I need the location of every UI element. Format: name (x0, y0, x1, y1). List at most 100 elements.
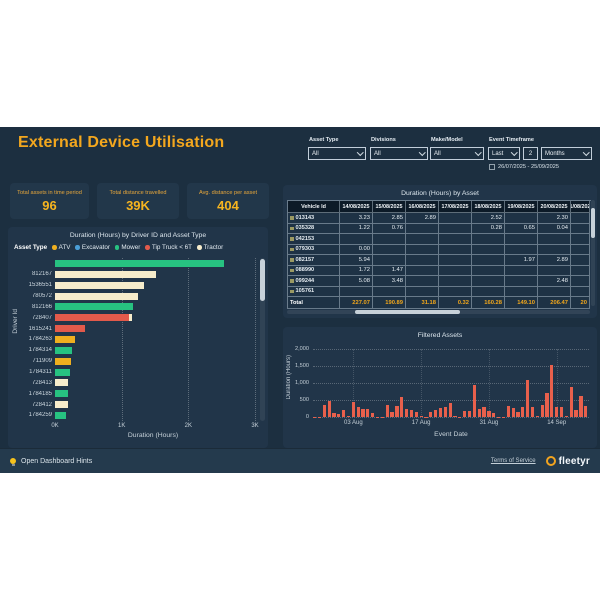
event-date-bar[interactable] (569, 387, 573, 417)
event-date-bar[interactable] (511, 407, 515, 417)
event-date-bar[interactable] (545, 392, 549, 417)
event-date-bar[interactable] (395, 406, 399, 417)
event-date-bar[interactable] (453, 415, 457, 417)
event-date-bar[interactable] (322, 405, 326, 417)
event-date-bar[interactable] (434, 410, 438, 417)
driver-bar-segment[interactable] (55, 270, 157, 278)
event-date-bar[interactable] (405, 409, 409, 417)
event-date-bar[interactable] (385, 405, 389, 417)
asset-type-dropdown[interactable]: All (308, 147, 366, 160)
timeframe-last-dropdown[interactable]: Last (488, 147, 520, 160)
driver-bar-segment[interactable] (55, 314, 130, 322)
driver-bar[interactable] (55, 314, 256, 322)
legend-item-excavator[interactable]: Excavator (75, 244, 110, 251)
driver-bar[interactable] (55, 303, 256, 311)
driver-bar-segment[interactable] (55, 292, 138, 300)
event-date-bar[interactable] (535, 416, 539, 417)
table-row[interactable]: 082157 5.94 1.97 2.89 (288, 255, 591, 266)
event-date-bar[interactable] (419, 415, 423, 417)
driver-bar-segment[interactable] (55, 357, 71, 365)
event-date-bar[interactable] (559, 407, 564, 417)
event-date-bar[interactable] (550, 365, 554, 417)
driver-bar-segment[interactable] (55, 335, 75, 343)
event-date-bar[interactable] (380, 416, 384, 417)
date-range-checkbox[interactable] (489, 164, 495, 170)
driver-bar-segment[interactable] (55, 379, 69, 387)
table-row[interactable]: 079303 0.00 (288, 244, 591, 255)
event-date-bar[interactable] (530, 406, 535, 417)
driver-bar[interactable] (55, 368, 256, 376)
event-date-bar[interactable] (351, 402, 355, 417)
driver-bar-segment[interactable] (55, 325, 85, 333)
event-date-bar[interactable] (564, 416, 568, 417)
driver-bar-segment[interactable] (55, 281, 144, 289)
table-row[interactable]: 035328 1.22 0.76 0.28 0.65 0.04 (288, 223, 591, 234)
event-date-bar[interactable] (332, 412, 336, 417)
terms-of-service-link[interactable]: Terms of Service (490, 458, 536, 464)
legend-item-atv[interactable]: ATV (52, 244, 70, 251)
event-date-bar[interactable] (361, 408, 365, 417)
event-date-bar[interactable] (472, 384, 476, 417)
event-date-bar[interactable] (356, 407, 360, 417)
driver-bar-segment[interactable] (55, 411, 67, 419)
driver-bar-segment[interactable] (129, 314, 132, 322)
driver-bar[interactable] (55, 325, 256, 333)
driver-bar-segment[interactable] (55, 390, 68, 398)
event-date-bar[interactable] (414, 411, 418, 417)
event-date-bar[interactable] (521, 407, 525, 417)
table-row[interactable]: 013143 3.23 2.85 2.89 2.52 2.30 (288, 213, 591, 224)
event-date-bar[interactable] (458, 416, 462, 417)
event-date-bar[interactable] (371, 412, 375, 417)
driver-bar[interactable] (55, 390, 256, 398)
event-date-bar[interactable] (313, 416, 317, 417)
scrollbar-thumb[interactable] (355, 310, 460, 314)
event-date-bar[interactable] (477, 408, 481, 417)
event-date-bar[interactable] (327, 400, 331, 417)
event-date-bar[interactable] (482, 407, 486, 417)
event-date-bar[interactable] (443, 407, 447, 417)
event-date-bar[interactable] (540, 405, 544, 417)
driver-bar[interactable] (55, 335, 256, 343)
legend-item-mower[interactable]: Mower (114, 244, 140, 251)
event-date-bar[interactable] (337, 414, 341, 417)
event-date-bar[interactable] (555, 406, 559, 417)
driver-bar[interactable] (55, 281, 256, 289)
event-date-bar[interactable] (467, 410, 472, 417)
event-date-bar[interactable] (346, 415, 351, 417)
table-vertical-scrollbar[interactable] (591, 200, 595, 306)
event-date-bar[interactable] (438, 407, 443, 417)
driver-bar-segment[interactable] (55, 259, 224, 267)
timeframe-unit-dropdown[interactable]: Months (541, 147, 592, 160)
event-date-bar[interactable] (409, 410, 414, 417)
event-date-bar[interactable] (487, 411, 491, 417)
legend-item-tip-truck-6t[interactable]: Tip Truck < 6T (145, 244, 192, 251)
make-model-dropdown[interactable]: All (430, 147, 484, 160)
event-date-bar[interactable] (342, 410, 346, 417)
driver-bar[interactable] (55, 270, 256, 278)
event-date-bar[interactable] (516, 411, 520, 417)
event-date-bar[interactable] (579, 395, 583, 417)
driver-bar-segment[interactable] (55, 368, 71, 376)
timeframe-count-input[interactable]: 2 (523, 147, 538, 160)
event-date-bar[interactable] (424, 416, 428, 417)
legend-item-tractor[interactable]: Tractor (197, 244, 223, 251)
scrollbar-thumb[interactable] (260, 259, 265, 301)
open-dashboard-hints-button[interactable]: Open Dashboard Hints (10, 458, 92, 466)
driver-bar[interactable] (55, 346, 256, 354)
event-date-bar[interactable] (492, 412, 496, 417)
driver-bar[interactable] (55, 357, 256, 365)
driver-bar-segment[interactable] (55, 401, 68, 409)
event-date-bar[interactable] (497, 416, 501, 417)
event-date-bar[interactable] (574, 410, 578, 417)
driver-bar-segment[interactable] (55, 346, 72, 354)
divisions-dropdown[interactable]: All (370, 147, 428, 160)
table-row[interactable]: 105761 (288, 286, 591, 297)
driver-bar[interactable] (55, 259, 256, 267)
table-horizontal-scrollbar[interactable] (287, 310, 590, 314)
event-date-bar[interactable] (366, 409, 370, 417)
event-date-bar[interactable] (506, 405, 510, 417)
event-date-bar[interactable] (526, 380, 530, 417)
driver-bar-segment[interactable] (55, 303, 134, 311)
event-date-bar[interactable] (375, 416, 380, 417)
event-date-bar[interactable] (448, 403, 452, 417)
